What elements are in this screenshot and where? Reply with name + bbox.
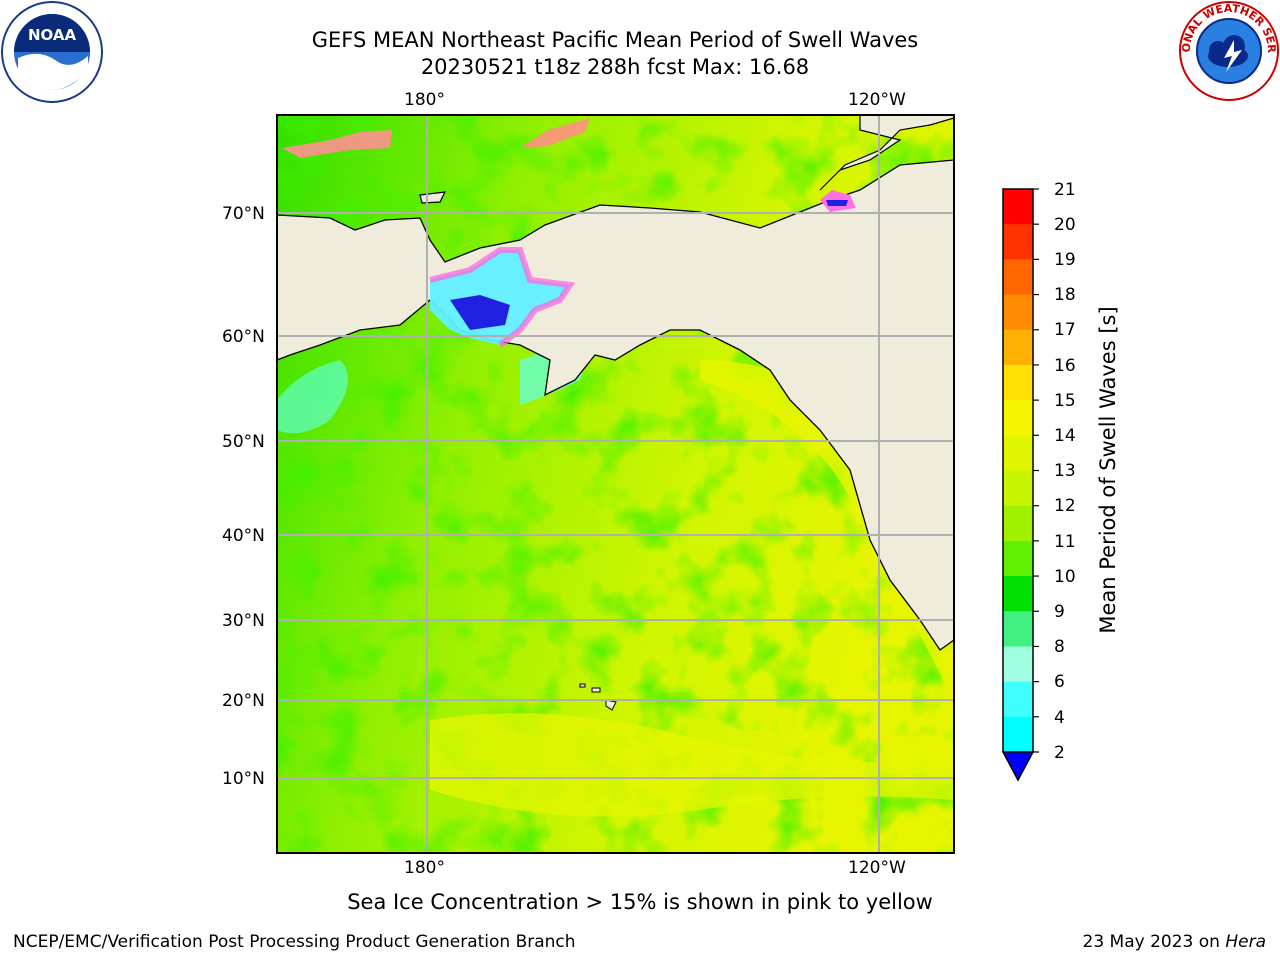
nws-logo: NATIONAL WEATHER SERVICE bbox=[1178, 0, 1279, 101]
colorbar-tick: 16 bbox=[1054, 356, 1076, 376]
colorbar-segment bbox=[1003, 716, 1033, 753]
colorbar-segment bbox=[1003, 576, 1033, 612]
colorbar-tick: 13 bbox=[1054, 461, 1076, 481]
swell-cyan-patch bbox=[277, 360, 348, 434]
colorbar-title: Mean Period of Swell Waves [s] bbox=[1096, 306, 1120, 634]
colorbar-tick: 8 bbox=[1054, 637, 1065, 657]
colorbar-segment bbox=[1003, 189, 1033, 225]
colorbar-tick: 17 bbox=[1054, 320, 1076, 340]
colorbar-tick: 4 bbox=[1054, 708, 1065, 728]
swell-yellow-band bbox=[430, 713, 954, 817]
lon-label-top-120w: 120°W bbox=[848, 90, 906, 110]
date-text: 23 May 2023 on bbox=[1082, 932, 1220, 952]
date-stamp: 23 May 2023 on Hera bbox=[1083, 932, 1267, 952]
credit-text: NCEP/EMC/Verification Post Processing Pr… bbox=[13, 932, 576, 952]
lat-label-10n: 10°N bbox=[222, 769, 265, 789]
lat-label-70n: 70°N bbox=[222, 204, 265, 224]
hawaii-islands bbox=[579, 683, 617, 711]
lat-label-20n: 20°N bbox=[222, 691, 265, 711]
colorbar-segment bbox=[1003, 435, 1033, 471]
graticule bbox=[277, 115, 954, 853]
colorbar-segment bbox=[1003, 224, 1033, 260]
lat-label-40n: 40°N bbox=[222, 526, 265, 546]
colorbar-tick: 11 bbox=[1054, 532, 1076, 552]
colorbar-segment bbox=[1003, 540, 1033, 577]
colorbar-extend-arrow bbox=[1001, 751, 1035, 782]
colorbar-tick: 2 bbox=[1054, 743, 1065, 763]
colorbar-segment bbox=[1003, 611, 1033, 647]
sea-ice-patch bbox=[282, 130, 392, 158]
colorbar-tick: 10 bbox=[1054, 567, 1076, 587]
colorbar-tick: 18 bbox=[1054, 285, 1076, 305]
chart-title: GEFS MEAN Northeast Pacific Mean Period … bbox=[311, 28, 919, 52]
colorbar-tick: 9 bbox=[1054, 602, 1065, 622]
colorbar-segment bbox=[1003, 259, 1033, 296]
colorbar-segment bbox=[1003, 294, 1033, 331]
colorbar-tick: 14 bbox=[1054, 426, 1076, 446]
lat-label-60n: 60°N bbox=[222, 327, 265, 347]
colorbar-tick: 19 bbox=[1054, 250, 1076, 270]
colorbar-segment bbox=[1003, 470, 1033, 507]
lon-label-bottom-120w: 120°W bbox=[848, 858, 906, 878]
colorbar-segment bbox=[1003, 681, 1033, 718]
lon-label-bottom-180: 180° bbox=[404, 858, 445, 878]
colorbar-segment bbox=[1003, 646, 1033, 683]
colorbar-segment bbox=[1003, 400, 1033, 436]
colorbar-tick: 21 bbox=[1054, 180, 1076, 200]
sea-ice-note: Sea Ice Concentration > 15% is shown in … bbox=[347, 890, 933, 914]
colorbar-tick: 6 bbox=[1054, 672, 1065, 692]
colorbar-tick: 20 bbox=[1054, 215, 1076, 235]
lat-label-30n: 30°N bbox=[222, 611, 265, 631]
host-name: Hera bbox=[1225, 932, 1266, 952]
lon-label-top-180: 180° bbox=[404, 90, 445, 110]
colorbar-tick: 15 bbox=[1054, 391, 1076, 411]
chart-subtitle: 20230521 t18z 288h fcst Max: 16.68 bbox=[420, 55, 810, 79]
map-frame bbox=[276, 114, 955, 854]
noaa-logo: NOAA bbox=[1, 1, 103, 103]
svg-text:NOAA: NOAA bbox=[28, 26, 77, 44]
colorbar-tick: 12 bbox=[1054, 496, 1076, 516]
colorbar-segment bbox=[1003, 329, 1033, 366]
colorbar-segment bbox=[1003, 505, 1033, 542]
lat-label-50n: 50°N bbox=[222, 432, 265, 452]
colorbar-segment bbox=[1003, 364, 1033, 401]
